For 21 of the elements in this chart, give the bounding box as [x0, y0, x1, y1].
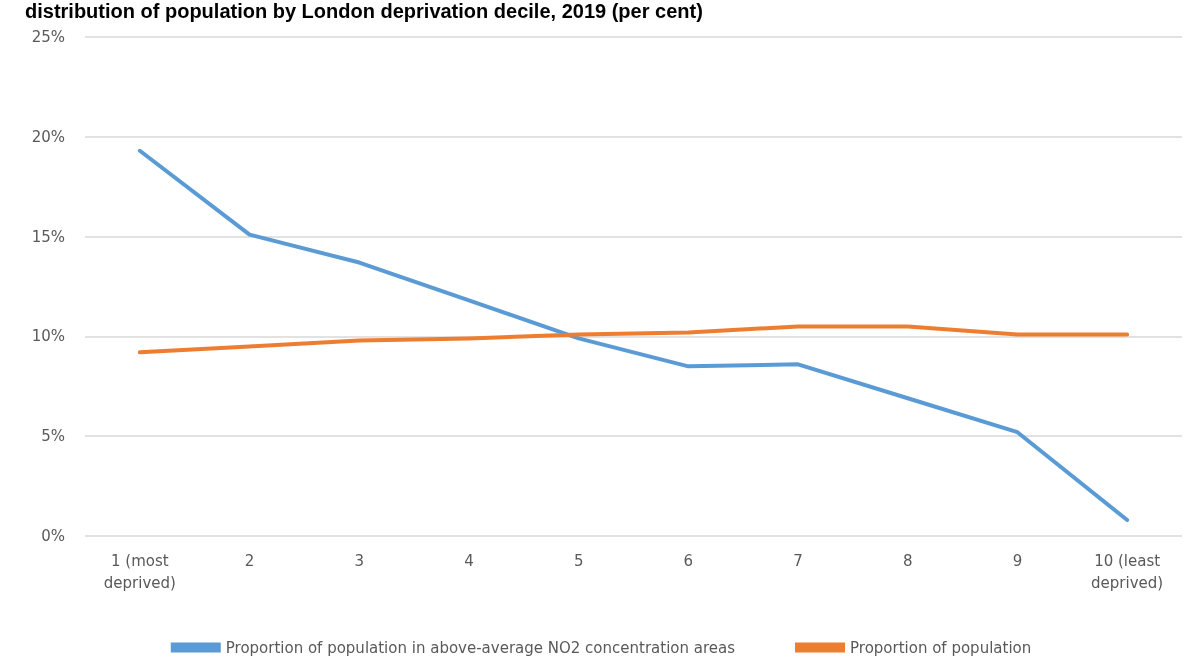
legend-label: Proportion of population in above-average NO2 concentration areas	[225, 638, 736, 657]
x-tick-label: 10 (least deprived)	[1091, 552, 1164, 592]
legend-label: Proportion of population	[850, 638, 1032, 657]
x-tick-label: 1 (most deprived)	[103, 552, 176, 592]
x-tick-label: 3	[354, 552, 365, 570]
y-tick-label: 25%	[31, 28, 65, 46]
x-tick-label: 6	[683, 552, 694, 570]
y-tick-label: 10%	[31, 327, 65, 346]
y-tick-label: 20%	[31, 127, 65, 146]
x-tick-label: 4	[464, 552, 474, 570]
x-tick-label: 9	[1012, 552, 1023, 570]
x-tick-label: 2	[244, 552, 255, 570]
line-series	[137, 148, 1130, 523]
line-series	[137, 324, 1130, 355]
y-tick-label: 5%	[41, 427, 65, 446]
chart-title: distribution of population by London deprivation decile, 2019 (per cent)	[25, 0, 703, 22]
x-tick-label: 5	[573, 552, 584, 570]
y-tick-label: 0%	[41, 527, 65, 545]
x-tick-label: 8	[902, 552, 913, 570]
y-tick-label: 15%	[31, 227, 65, 246]
x-tick-label: 7	[793, 552, 803, 570]
